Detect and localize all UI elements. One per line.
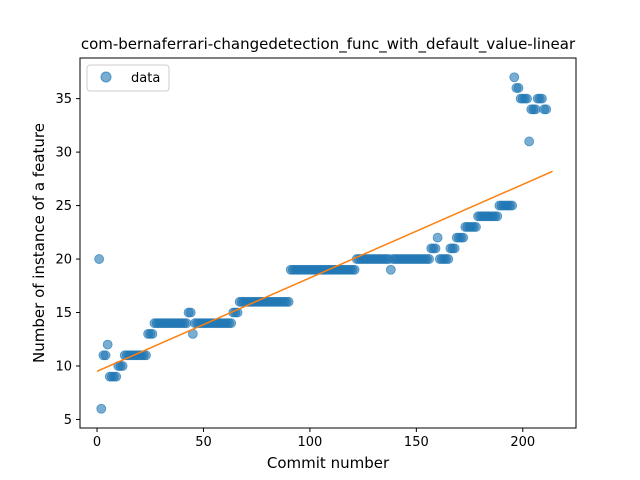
- legend: data: [87, 65, 169, 91]
- data-point: [95, 255, 104, 264]
- data-point: [350, 265, 359, 274]
- y-axis-label: Number of instance of a feature: [30, 123, 48, 363]
- data-point: [97, 404, 106, 413]
- data-point: [514, 83, 523, 92]
- data-point: [444, 255, 453, 264]
- y-tick-label: 15: [55, 306, 72, 321]
- data-point: [510, 73, 519, 82]
- data-point: [537, 94, 546, 103]
- y-tick-label: 20: [55, 253, 72, 268]
- data-point: [525, 137, 534, 146]
- x-tick-label: 0: [93, 435, 101, 450]
- data-point: [542, 105, 551, 114]
- y-tick-label: 5: [64, 413, 72, 428]
- data-point: [425, 255, 434, 264]
- y-tick-label: 35: [55, 92, 72, 107]
- y-tick-label: 30: [55, 146, 72, 161]
- legend-marker: [101, 72, 111, 82]
- data-point: [508, 201, 517, 210]
- data-point: [450, 244, 459, 253]
- chart-title: com-bernaferrari-changedetection_func_wi…: [81, 35, 576, 54]
- data-point: [386, 265, 395, 274]
- data-point: [186, 308, 195, 317]
- data-point: [493, 212, 502, 221]
- x-tick-label: 200: [510, 435, 535, 450]
- plot-area: [80, 58, 576, 428]
- y-tick-label: 10: [55, 359, 72, 374]
- data-point: [284, 297, 293, 306]
- data-point: [523, 94, 532, 103]
- data-point: [227, 319, 236, 328]
- data-point: [433, 233, 442, 242]
- data-point: [148, 329, 157, 338]
- x-tick-label: 100: [297, 435, 322, 450]
- data-point: [459, 233, 468, 242]
- data-point: [471, 222, 480, 231]
- data-point: [141, 351, 150, 360]
- x-tick-label: 150: [404, 435, 429, 450]
- data-point: [103, 340, 112, 349]
- data-point: [101, 351, 110, 360]
- x-axis-label: Commit number: [267, 454, 390, 472]
- data-point: [118, 361, 127, 370]
- x-tick-label: 50: [195, 435, 212, 450]
- data-point: [531, 105, 540, 114]
- data-point: [112, 372, 121, 381]
- legend-label: data: [131, 71, 160, 86]
- data-point: [431, 244, 440, 253]
- data-point: [182, 319, 191, 328]
- y-tick-label: 25: [55, 199, 72, 214]
